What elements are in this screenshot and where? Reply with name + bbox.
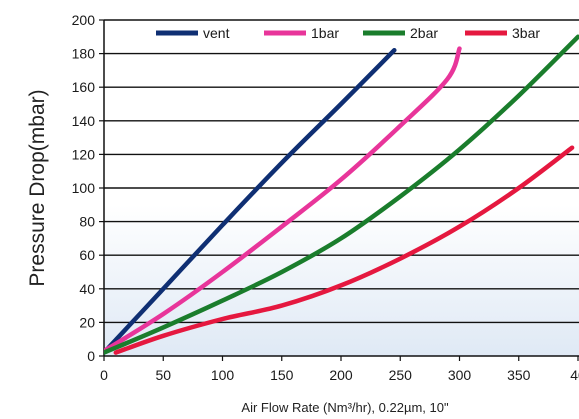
y-tick-label: 180 xyxy=(72,46,96,62)
x-tick-label: 200 xyxy=(329,367,353,383)
y-tick-label: 100 xyxy=(72,180,96,196)
x-tick-label: 250 xyxy=(389,367,413,383)
legend-label-1bar: 1bar xyxy=(311,25,339,41)
y-axis-title: Pressure Drop(mbar) xyxy=(26,89,49,286)
y-tick-label: 140 xyxy=(72,113,96,129)
x-tick-label: 350 xyxy=(507,367,531,383)
x-tick-label: 150 xyxy=(270,367,294,383)
x-tick-label: 50 xyxy=(155,367,171,383)
y-tick-label: 120 xyxy=(72,146,96,162)
gridlines xyxy=(104,19,579,324)
y-tick-label: 60 xyxy=(79,247,95,263)
x-tick-label: 40 xyxy=(570,367,579,383)
y-tick-label: 80 xyxy=(79,214,95,230)
x-tick-label: 100 xyxy=(211,367,235,383)
series-line-3bar xyxy=(113,145,575,355)
series-line-2bar xyxy=(104,34,579,355)
series-line-1bar xyxy=(104,46,462,354)
y-tick-label: 160 xyxy=(72,79,96,95)
y-tick-label: 20 xyxy=(79,314,95,330)
y-tick-label: 200 xyxy=(72,12,96,28)
x-axis-title: Air Flow Rate (Nm³/hr), 0.22µm, 10" xyxy=(241,400,449,415)
y-tick-label: 0 xyxy=(87,348,95,364)
legend-label-vent: vent xyxy=(203,25,230,41)
y-tick-labels: 0 20 40 60 80 100 120 140 160 180 200 xyxy=(72,12,104,364)
legend-label-3bar: 3bar xyxy=(512,25,540,41)
series-lines xyxy=(104,34,579,355)
y-tick-label: 40 xyxy=(79,281,95,297)
x-tick-labels: 0 50 100 150 200 250 300 350 40 xyxy=(100,356,579,383)
x-tick-label: 300 xyxy=(448,367,472,383)
series-line-vent xyxy=(104,47,397,355)
x-tick-label: 0 xyxy=(100,367,108,383)
legend: vent 1bar 2bar 3bar xyxy=(156,25,540,41)
legend-label-2bar: 2bar xyxy=(410,25,438,41)
